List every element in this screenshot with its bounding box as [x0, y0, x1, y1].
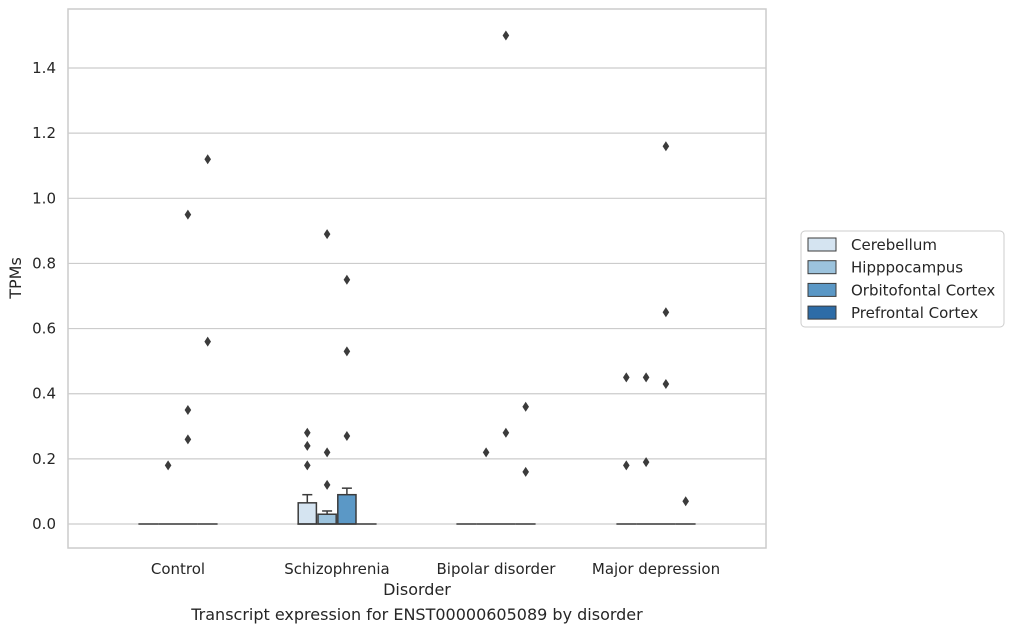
legend-label: Hipppocampus	[851, 259, 963, 277]
x-tick-label: Schizophrenia	[284, 560, 389, 578]
legend-label: Prefrontal Cortex	[851, 304, 978, 322]
outliers	[164, 30, 689, 507]
outlier-point	[184, 405, 192, 416]
x-tick-label: Bipolar disorder	[437, 560, 557, 578]
outlier-point	[642, 372, 650, 383]
legend-frame	[800, 230, 1005, 328]
x-tick-label: Major depression	[592, 560, 720, 578]
outlier-point	[522, 401, 529, 412]
outlier-point	[343, 431, 351, 442]
box	[337, 493, 357, 525]
legend-swatch	[807, 282, 837, 297]
outlier-point	[184, 209, 192, 220]
outlier-point	[662, 141, 670, 152]
y-tick-label: 1.0	[32, 189, 56, 207]
outlier-point	[642, 457, 650, 468]
figure-caption: Transcript expression for ENST0000060508…	[191, 605, 643, 624]
outlier-point	[682, 496, 689, 507]
outlier-point	[204, 336, 211, 347]
outlier-point	[623, 372, 630, 383]
x-tick-labels: Control Schizophrenia Bipolar disorder Majo…	[151, 560, 720, 578]
outlier-point	[204, 154, 211, 165]
outlier-point	[522, 466, 529, 477]
y-tick-labels: 0.0 0.2 0.4 0.6 0.8 1.0 1.2 1.4	[32, 59, 56, 533]
legend: Cerebellum Hipppocampus Orbitofontal Corte…	[800, 230, 1005, 328]
outlier-point	[323, 229, 331, 240]
y-tick-label: 0.2	[32, 450, 56, 468]
y-axis-label: TPMs	[6, 257, 25, 300]
outlier-point	[502, 427, 510, 438]
outlier-point	[662, 307, 670, 318]
outlier-point	[482, 447, 490, 458]
x-axis-label: Disorder	[383, 580, 451, 599]
box	[317, 513, 337, 525]
y-tick-label: 1.2	[32, 124, 56, 142]
y-tick-label: 0.6	[32, 320, 56, 338]
x-tick-label: Control	[151, 560, 205, 578]
y-tick-label: 0.8	[32, 254, 56, 272]
outlier-point	[304, 427, 311, 438]
legend-swatch	[807, 260, 837, 275]
legend-label: Cerebellum	[851, 236, 937, 254]
outlier-point	[623, 460, 630, 471]
outlier-point	[164, 460, 172, 471]
outlier-point	[323, 479, 331, 490]
outlier-point	[304, 440, 311, 451]
legend-swatch	[807, 305, 837, 320]
y-tick-label: 0.4	[32, 385, 56, 403]
box	[297, 502, 318, 525]
outlier-point	[184, 434, 192, 445]
y-tick-label: 0.0	[32, 515, 56, 533]
gridlines	[68, 67, 766, 525]
plot-area-frame	[67, 8, 767, 549]
outlier-point	[502, 30, 510, 41]
legend-label: Orbitofontal Cortex	[851, 281, 995, 299]
legend-swatch	[807, 237, 837, 252]
y-tick-label: 1.4	[32, 59, 56, 77]
outlier-point	[343, 346, 351, 357]
boxes	[138, 487, 696, 525]
outlier-point	[662, 378, 670, 389]
outlier-point	[343, 274, 351, 285]
outlier-point	[323, 447, 331, 458]
outlier-point	[304, 460, 311, 471]
